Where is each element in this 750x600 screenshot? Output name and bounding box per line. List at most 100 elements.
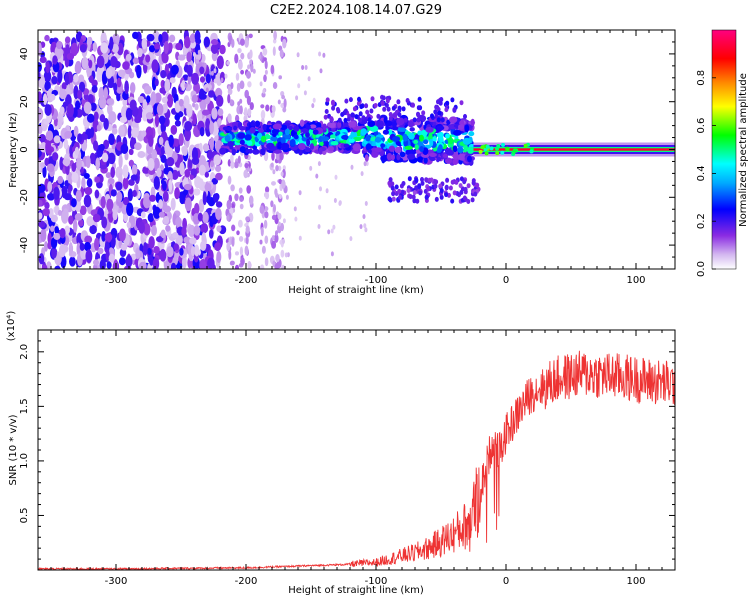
spectrogram-cell	[408, 132, 415, 140]
spectrogram-cell	[311, 103, 315, 109]
spectrogram-cell	[140, 130, 147, 137]
spectrogram-cell	[88, 75, 94, 83]
spectrogram-cell	[168, 134, 174, 147]
spectrogram-cell	[224, 73, 228, 79]
spectrogram-cell	[151, 59, 159, 73]
spectrogram-cell	[365, 143, 372, 151]
spectrogram-cell	[97, 247, 104, 255]
spectrogram-cell	[115, 181, 123, 191]
spectrogram-cell	[425, 126, 434, 133]
spectrogram-cell	[367, 149, 372, 154]
spectrogram-cell	[45, 130, 54, 142]
spectrogram-cell	[244, 134, 252, 141]
spectrogram-cell	[213, 154, 222, 166]
spectrogram-cell	[132, 57, 139, 65]
spectrogram-cell	[245, 236, 249, 245]
spectrogram-cell	[175, 42, 182, 51]
spectrogram-cell	[381, 95, 386, 101]
spectrogram-cell	[523, 143, 528, 148]
spectrogram-cell	[418, 190, 423, 196]
spectrogram-cell	[227, 159, 232, 167]
spectrogram-cell	[237, 60, 243, 70]
spectrogram-cell	[111, 127, 118, 135]
spectrogram-cell	[420, 177, 424, 182]
spectrogram-cell	[199, 76, 206, 83]
spectrogram-cell	[322, 52, 326, 58]
spectrogram-cell	[128, 148, 134, 156]
x-tick-label: 0	[503, 576, 509, 587]
spectrogram-cell	[85, 155, 91, 169]
spectrogram-cell	[331, 105, 336, 111]
spectrogram-cell	[277, 99, 281, 105]
spectrogram-cell	[162, 215, 170, 225]
spectrogram-cell	[186, 64, 193, 77]
spectrogram-cell	[137, 105, 143, 119]
spectrogram-cell	[199, 258, 207, 269]
spectrogram-cell	[161, 31, 169, 44]
spectrogram-cell	[45, 140, 52, 155]
spectrogram-cell	[411, 102, 415, 108]
spectrogram-cell	[282, 107, 287, 113]
spectrogram-cell	[231, 237, 235, 247]
spectrogram-cell	[184, 168, 191, 178]
spectrogram-cell	[238, 126, 246, 131]
spectrogram-cell	[189, 33, 196, 44]
spectrogram-cell	[96, 55, 105, 69]
spectrogram-cell	[405, 98, 410, 103]
spectrogram-cell	[47, 181, 53, 193]
spectrogram-cell	[226, 214, 230, 222]
spectrogram-cell	[192, 102, 196, 108]
spectrogram-cell	[193, 188, 201, 196]
spectrogram-cell	[243, 169, 248, 179]
spectrogram-cell	[79, 242, 85, 251]
spectrogram-cell	[364, 227, 368, 233]
spectrogram-cell	[173, 243, 179, 251]
spectrogram-cell	[309, 124, 317, 129]
spectrogram-cell	[279, 49, 284, 58]
spectrogram-cell	[198, 164, 206, 176]
spectrogram-cell	[188, 159, 193, 168]
spectrogram-cell	[38, 183, 46, 193]
spectrogram-cell	[77, 219, 84, 227]
spectrogram-cell	[484, 151, 489, 156]
spectrogram-cell	[57, 119, 63, 129]
spectrogram-cell	[462, 195, 467, 201]
spectrogram-cell	[447, 137, 454, 145]
spectrogram-cell	[421, 110, 426, 116]
spectrogram-cell	[259, 239, 263, 245]
spectrogram-cell	[244, 148, 250, 153]
spectrogram-cell	[388, 177, 393, 183]
spectrogram-cell	[495, 146, 499, 151]
spectrogram-cell	[423, 139, 429, 145]
spectrogram-cell	[174, 120, 181, 127]
spectrogram-cell	[203, 36, 210, 48]
spectrogram-cell	[131, 164, 138, 176]
spectrogram-cell	[249, 102, 254, 111]
spectrogram-cell	[436, 125, 445, 131]
spectrogram-cell	[391, 196, 396, 202]
spectrogram-cell	[237, 101, 241, 107]
spectrogram-cell	[274, 233, 279, 243]
spectrogram-cell	[186, 51, 192, 63]
spectrogram-cell	[334, 174, 338, 180]
spectrogram-cell	[478, 149, 483, 154]
spectrogram-cell	[91, 85, 98, 93]
spectrogram-cell	[206, 149, 214, 160]
spectrogram-cell	[78, 74, 85, 83]
spectrogram-cell	[239, 146, 246, 153]
spectrogram-cell	[412, 198, 417, 204]
spectrogram-cell	[282, 239, 285, 244]
spectrogram-cell	[63, 138, 69, 150]
spectrogram-cell	[272, 169, 276, 175]
spectrogram-cell	[327, 145, 335, 152]
spectrogram-cell	[278, 194, 282, 200]
spectrogram-cell	[132, 189, 137, 198]
spectrogram-cell	[364, 201, 368, 206]
spectrogram-cell	[272, 123, 282, 130]
spectrogram-cell	[414, 144, 419, 150]
spectrogram-cell	[40, 228, 47, 242]
spectrogram-cell	[119, 116, 128, 123]
spectrogram-cell	[81, 57, 89, 70]
spectrogram-cell	[128, 179, 135, 186]
spectrogram-cell	[64, 225, 70, 235]
